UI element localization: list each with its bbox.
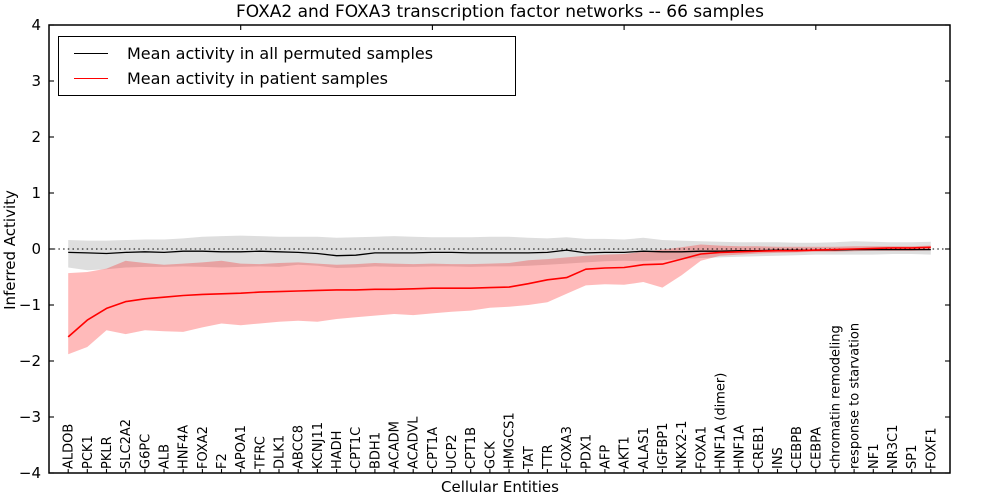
- x-tick-label: FOXA3: [560, 426, 575, 469]
- x-tick-label: ABCC8: [292, 425, 307, 469]
- x-tick-label: CREB1: [752, 425, 767, 469]
- legend-label-permuted: Mean activity in all permuted samples: [127, 43, 434, 63]
- x-axis-label: Cellular Entities: [441, 478, 559, 496]
- x-tick-label: DLK1: [273, 435, 288, 469]
- x-tick-label: KCNJ11: [311, 422, 326, 469]
- x-tick-label: SLC2A2: [119, 419, 134, 469]
- x-tick-labels: ALDOB PCK1 PKLR SLC2A2 G6PC ALB HNF4A FOXA2 F2 AP…: [62, 323, 940, 470]
- x-tick-label: IGFBP1: [656, 423, 671, 469]
- x-tick-label: AKT1: [618, 436, 633, 469]
- x-tick-label: BDH1: [368, 432, 383, 469]
- y-tick-label: 1: [31, 184, 41, 202]
- y-tick-label: −1: [19, 296, 41, 314]
- x-tick-label: HNF1A (dimer): [714, 373, 729, 469]
- x-tick-label: HMGCS1: [503, 412, 518, 469]
- chart-title: FOXA2 and FOXA3 transcription factor net…: [236, 2, 764, 22]
- x-tick-label: AFP: [598, 445, 613, 469]
- x-tick-label: CEBPA: [809, 427, 824, 469]
- tick-marks: [49, 24, 950, 474]
- permuted-line-swatch: [74, 52, 108, 54]
- y-tick-label: −2: [19, 352, 41, 370]
- patient-band: [68, 244, 931, 355]
- x-tick-label: G6PC: [138, 434, 153, 469]
- x-tick-label: ALAS1: [637, 427, 652, 469]
- x-tick-label: CPT1C: [349, 427, 364, 469]
- x-tick-label: HNF1A: [733, 425, 748, 469]
- x-tick-label: ALB: [158, 444, 173, 469]
- x-tick-label: FOXA2: [196, 426, 211, 469]
- x-tick-label: PDX1: [579, 434, 594, 469]
- patient-mean-line: [67, 246, 931, 338]
- y-tick-label: 2: [31, 128, 41, 146]
- y-tick-label: −3: [19, 408, 41, 426]
- x-tick-label: APOA1: [234, 425, 249, 469]
- x-tick-label: SP1: [905, 445, 920, 469]
- x-tick-label: HADH: [330, 431, 345, 469]
- x-tick-label: GCK: [483, 441, 498, 469]
- x-tick-label: chromatin remodeling: [829, 325, 844, 469]
- y-axis-label: Inferred Activity: [1, 190, 19, 310]
- x-tick-label: HNF4A: [177, 425, 192, 469]
- y-tick-label: −4: [19, 464, 41, 482]
- x-tick-label: TFRC: [253, 436, 268, 470]
- mean-lines: [67, 246, 931, 338]
- x-tick-label: CEBPB: [790, 426, 805, 469]
- legend-item-patient: Mean activity in patient samples: [59, 70, 515, 88]
- patient-line-swatch: [74, 78, 108, 80]
- y-tick-labels: −4 −3 −2 −1 0 1 2 3 4: [19, 16, 41, 482]
- legend-item-permuted: Mean activity in all permuted samples: [59, 43, 515, 63]
- x-tick-label: ACADM: [388, 421, 403, 469]
- x-tick-label: NR3C1: [886, 425, 901, 469]
- x-tick-label: PCK1: [81, 435, 96, 469]
- x-tick-label: TTR: [541, 444, 556, 470]
- x-tick-label: response to starvation: [848, 323, 863, 469]
- x-tick-label: ACADVL: [407, 416, 422, 469]
- x-tick-label: FOXA1: [694, 426, 709, 469]
- y-tick-label: 4: [31, 16, 41, 34]
- y-tick-label: 3: [31, 72, 41, 90]
- x-tick-label: CPT1A: [426, 427, 441, 469]
- y-tick-label: 0: [31, 240, 41, 258]
- x-tick-label: PKLR: [100, 436, 115, 469]
- x-tick-label: ALDOB: [62, 424, 77, 469]
- x-tick-label: INS: [771, 447, 786, 469]
- legend-label-patient: Mean activity in patient samples: [127, 68, 388, 88]
- x-tick-label: F2: [215, 453, 230, 469]
- x-tick-label: UCP2: [445, 434, 460, 469]
- legend: Mean activity in all permuted samples Me…: [58, 36, 516, 96]
- x-tick-label: CPT1B: [464, 427, 479, 469]
- x-tick-label: FOXF1: [924, 427, 939, 469]
- x-tick-label: NKX2-1: [675, 421, 690, 469]
- x-tick-label: TAT: [522, 446, 537, 470]
- x-tick-label: NF1: [867, 444, 882, 469]
